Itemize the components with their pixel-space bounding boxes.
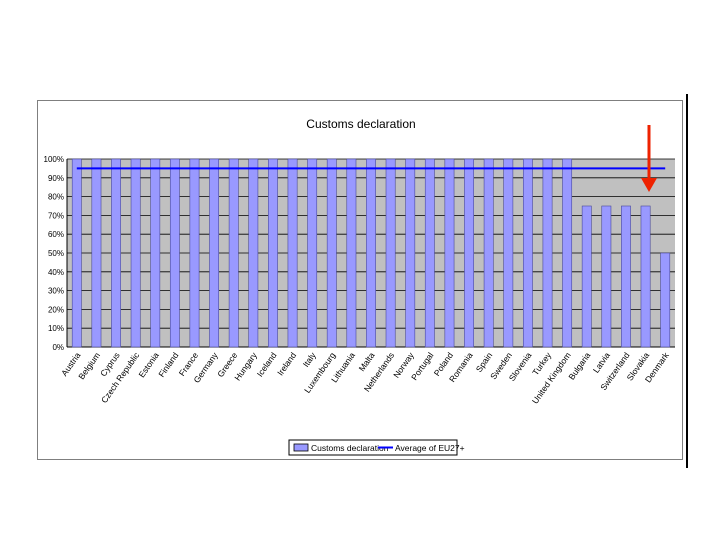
bar-lithuania bbox=[346, 158, 357, 348]
bar-hungary bbox=[248, 158, 259, 348]
legend-line-label: Average of EU27+ bbox=[395, 443, 465, 453]
y-tick-label: 0% bbox=[52, 343, 64, 352]
red-arrow-head bbox=[641, 178, 657, 192]
bar-slovakia bbox=[640, 205, 651, 348]
bar-belgium bbox=[91, 158, 102, 348]
bar-ireland bbox=[287, 158, 298, 348]
y-tick-label: 20% bbox=[48, 305, 64, 314]
x-tick-label: Italy bbox=[301, 350, 319, 369]
bar-denmark bbox=[660, 252, 671, 348]
bar-portugal bbox=[424, 158, 435, 348]
red-arrow bbox=[641, 125, 657, 192]
bar-slovenia bbox=[522, 158, 533, 348]
bar-germany bbox=[209, 158, 220, 348]
bar-romania bbox=[464, 158, 474, 348]
x-tick-label: Iceland bbox=[255, 350, 279, 378]
y-tick-label: 70% bbox=[48, 211, 64, 220]
chart-title: Customs declaration bbox=[306, 117, 415, 131]
bar-poland bbox=[444, 158, 455, 348]
bar-latvia bbox=[601, 205, 612, 348]
legend-bar-swatch bbox=[293, 443, 309, 452]
bar-finland bbox=[169, 158, 180, 348]
bar-netherlands bbox=[385, 158, 396, 348]
bar-sweden bbox=[503, 158, 514, 348]
y-tick-label: 30% bbox=[48, 287, 64, 296]
legend-bar-label: Customs declaration bbox=[311, 443, 389, 453]
x-tick-label: Finland bbox=[156, 350, 180, 379]
bar-spain bbox=[483, 158, 494, 348]
y-tick-label: 40% bbox=[48, 268, 64, 277]
y-tick-label: 60% bbox=[48, 230, 64, 239]
bar-malta bbox=[366, 158, 376, 348]
bar-estonia bbox=[150, 158, 161, 348]
bar-greece bbox=[228, 158, 239, 348]
x-tick-label: Ireland bbox=[275, 350, 298, 377]
y-tick-label: 90% bbox=[48, 174, 64, 183]
y-tick-label: 50% bbox=[48, 249, 64, 258]
bar-norway bbox=[405, 158, 416, 348]
customs-declaration-chart: Customs declaration 0% 10% 20% 30% 40% 50% 60%… bbox=[44, 117, 675, 456]
bar-bulgaria bbox=[581, 205, 592, 348]
y-tick-label: 100% bbox=[44, 155, 64, 164]
bar-italy bbox=[307, 158, 318, 348]
y-tick-label: 80% bbox=[48, 193, 64, 202]
bar-luxembourg bbox=[326, 158, 337, 348]
bar-united-kingdom bbox=[562, 158, 573, 348]
bar-czech-republic bbox=[130, 158, 141, 348]
bar-iceland bbox=[268, 158, 278, 348]
bar-austria bbox=[71, 158, 82, 348]
bar-cyprus bbox=[111, 158, 121, 348]
bar-switzerland bbox=[621, 205, 631, 348]
bar-france bbox=[189, 158, 200, 348]
chart-frame: Customs declaration 0% 10% 20% 30% 40% 50% 60%… bbox=[37, 100, 683, 460]
legend-box bbox=[288, 439, 458, 456]
legend: Customs declaration Average of EU27+ bbox=[288, 439, 465, 456]
vertical-rule bbox=[686, 94, 688, 468]
y-tick-label: 10% bbox=[48, 324, 64, 333]
bar-turkey bbox=[542, 158, 553, 348]
